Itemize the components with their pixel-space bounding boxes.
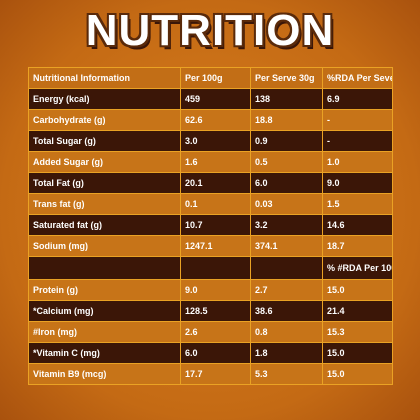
cell: % #RDA Per 100g: [322, 256, 393, 280]
cell: 128.5: [180, 300, 251, 322]
cell: 17.7: [180, 363, 251, 385]
cell: *Calcium (mg): [28, 300, 181, 322]
cell: 14.6: [322, 214, 393, 236]
cell: 10.7: [180, 214, 251, 236]
cell: Saturated fat (g): [28, 214, 181, 236]
cell: 21.4: [322, 300, 393, 322]
row: Trans fat (g) 0.1 0.03 1.5: [28, 193, 393, 215]
cell: 3.2: [250, 214, 323, 236]
cell: 1.6: [180, 151, 251, 173]
row: #Iron (mg) 2.6 0.8 15.3: [28, 321, 393, 343]
subheader-row: % #RDA Per 100g: [28, 256, 393, 280]
cell: Energy (kcal): [28, 88, 181, 110]
cell: 0.1: [180, 193, 251, 215]
row: Sodium (mg) 1247.1 374.1 18.7: [28, 235, 393, 257]
cell: 6.9: [322, 88, 393, 110]
row: Protein (g) 9.0 2.7 15.0: [28, 279, 393, 301]
cell: 5.3: [250, 363, 323, 385]
cell: 9.0: [322, 172, 393, 194]
cell: 0.9: [250, 130, 323, 152]
title: NUTRITION: [85, 6, 335, 55]
cell: 6.0: [250, 172, 323, 194]
row: *Calcium (mg) 128.5 38.6 21.4: [28, 300, 393, 322]
cell: 1247.1: [180, 235, 251, 257]
cell: Total Sugar (g): [28, 130, 181, 152]
cell: Per 100g: [180, 67, 251, 89]
cell: Total Fat (g): [28, 172, 181, 194]
cell: Nutritional Information: [28, 67, 181, 89]
cell: 1.0: [322, 151, 393, 173]
cell: 15.3: [322, 321, 393, 343]
cell: Added Sugar (g): [28, 151, 181, 173]
cell: 3.0: [180, 130, 251, 152]
header-row: Nutritional Information Per 100g Per Serve…: [28, 67, 393, 89]
cell: [250, 256, 323, 280]
cell: 374.1: [250, 235, 323, 257]
row: Vitamin B9 (mcg) 17.7 5.3 15.0: [28, 363, 393, 385]
cell: 15.0: [322, 363, 393, 385]
cell: [28, 256, 181, 280]
cell: -: [322, 130, 393, 152]
row: Energy (kcal) 459 138 6.9: [28, 88, 393, 110]
cell: Protein (g): [28, 279, 181, 301]
cell: Carbohydrate (g): [28, 109, 181, 131]
cell: Per Serve 30g: [250, 67, 323, 89]
cell: 15.0: [322, 342, 393, 364]
cell: #Iron (mg): [28, 321, 181, 343]
cell: 38.6: [250, 300, 323, 322]
nutrition-table: Nutritional Information Per 100g Per Serve…: [28, 67, 393, 385]
cell: 0.8: [250, 321, 323, 343]
cell: 2.6: [180, 321, 251, 343]
row: Total Sugar (g) 3.0 0.9-: [28, 130, 393, 152]
cell: 62.6: [180, 109, 251, 131]
cell: 2.7: [250, 279, 323, 301]
cell: 1.5: [322, 193, 393, 215]
row: Carbohydrate (g) 62.6 18.8-: [28, 109, 393, 131]
cell: *Vitamin C (mg): [28, 342, 181, 364]
cell: 0.03: [250, 193, 323, 215]
cell: Trans fat (g): [28, 193, 181, 215]
cell: 15.0: [322, 279, 393, 301]
cell: 18.7: [322, 235, 393, 257]
cell: 0.5: [250, 151, 323, 173]
cell: Vitamin B9 (mcg): [28, 363, 181, 385]
cell: 459: [180, 88, 251, 110]
cell: 20.1: [180, 172, 251, 194]
cell: [180, 256, 251, 280]
row: *Vitamin C (mg) 6.0 1.8 15.0: [28, 342, 393, 364]
cell: Sodium (mg): [28, 235, 181, 257]
cell: 1.8: [250, 342, 323, 364]
cell: 138: [250, 88, 323, 110]
row: Total Fat (g) 20.1 6.0 9.0: [28, 172, 393, 194]
cell: 9.0: [180, 279, 251, 301]
cell: 18.8: [250, 109, 323, 131]
cell: 6.0: [180, 342, 251, 364]
cell: %RDA Per Seve: [322, 67, 393, 89]
cell: -: [322, 109, 393, 131]
row: Saturated fat (g) 10.7 3.2 14.6: [28, 214, 393, 236]
row: Added Sugar (g) 1.6 0.5 1.0: [28, 151, 393, 173]
